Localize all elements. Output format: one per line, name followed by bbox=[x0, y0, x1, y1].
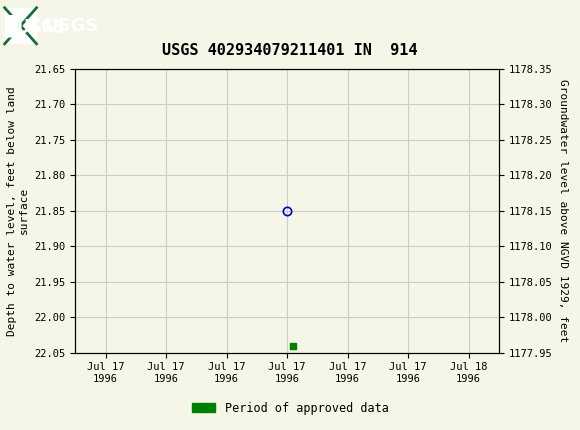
Y-axis label: Depth to water level, feet below land
surface: Depth to water level, feet below land su… bbox=[8, 86, 29, 335]
Text: USGS 402934079211401 IN  914: USGS 402934079211401 IN 914 bbox=[162, 43, 418, 58]
Text: █USGS: █USGS bbox=[6, 15, 64, 37]
Y-axis label: Groundwater level above NGVD 1929, feet: Groundwater level above NGVD 1929, feet bbox=[558, 79, 568, 342]
Legend: Period of approved data: Period of approved data bbox=[187, 397, 393, 420]
Text: USGS: USGS bbox=[44, 17, 99, 35]
FancyBboxPatch shape bbox=[5, 8, 37, 44]
